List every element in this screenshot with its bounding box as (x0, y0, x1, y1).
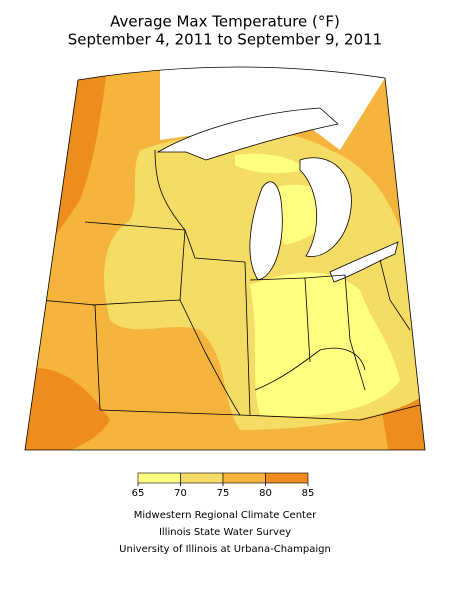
legend-tick-label: 85 (302, 488, 315, 499)
lake-superior (156, 107, 339, 161)
credit-line: University of Illinois at Urbana-Champai… (119, 544, 331, 555)
map (25, 66, 425, 451)
lake-huron (299, 157, 352, 257)
legend-tick-label: 70 (174, 488, 187, 499)
legend: 65 70 75 80 85 (132, 472, 315, 499)
legend-swatch (222, 472, 266, 484)
legend-swatch (265, 472, 309, 484)
cool-area (235, 153, 305, 174)
credit-line: Midwestern Regional Climate Center (134, 510, 317, 521)
lake-michigan (249, 181, 283, 281)
credit-line: Illinois State Water Survey (159, 527, 291, 538)
legend-tick-label: 75 (217, 488, 230, 499)
state-borders (39, 149, 421, 421)
title-line: Average Max Temperature (°F) (110, 13, 340, 31)
warm-area (25, 368, 110, 451)
lake-erie (329, 241, 399, 283)
legend-swatch (180, 472, 224, 484)
legend-swatch (137, 472, 181, 484)
map-frame (24, 66, 426, 451)
legend-tick-label: 65 (132, 488, 145, 499)
title-line: September 4, 2011 to September 9, 2011 (68, 31, 382, 49)
legend-tick-label: 80 (259, 488, 272, 499)
